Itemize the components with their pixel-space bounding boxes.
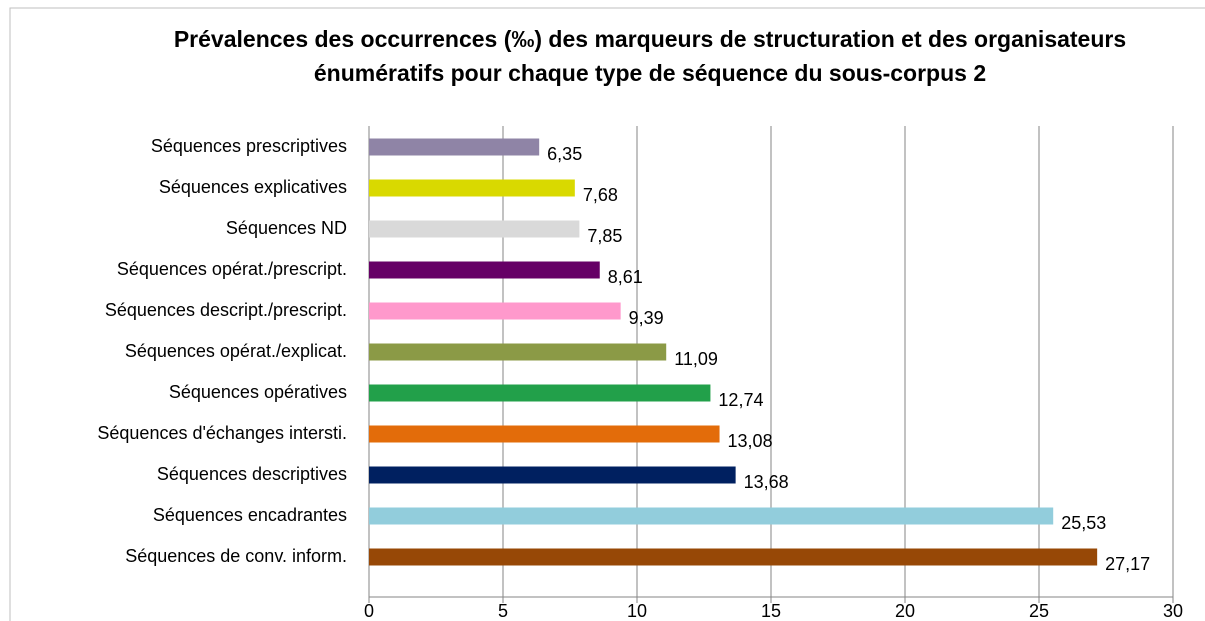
bar	[369, 343, 667, 361]
y-tick-label: Séquences opérat./prescript.	[117, 259, 347, 279]
bar	[369, 179, 575, 197]
x-tick-label: 5	[498, 601, 508, 621]
value-label: 25,53	[1061, 513, 1106, 533]
bar	[369, 261, 600, 279]
y-tick-label: Séquences opératives	[169, 382, 347, 402]
x-tick-label: 20	[895, 601, 915, 621]
value-label: 27,17	[1105, 554, 1150, 574]
y-tick-label: Séquences descriptives	[157, 464, 347, 484]
x-tick-label: 0	[364, 601, 374, 621]
y-tick-label: Séquences encadrantes	[153, 505, 347, 525]
bar	[369, 302, 621, 320]
chart-title: Prévalences des occurrences (‰) des marq…	[173, 26, 1127, 86]
y-tick-label: Séquences explicatives	[159, 177, 347, 197]
value-label: 7,68	[583, 185, 618, 205]
y-tick-label: Séquences ND	[226, 218, 347, 238]
value-label: 13,68	[744, 472, 789, 492]
y-tick-label: Séquences prescriptives	[151, 136, 347, 156]
bar	[369, 466, 736, 484]
value-label: 12,74	[718, 390, 763, 410]
y-tick-label: Séquences de conv. inform.	[125, 546, 347, 566]
value-label: 7,85	[587, 226, 622, 246]
x-tick-label: 10	[627, 601, 647, 621]
value-label: 9,39	[629, 308, 664, 328]
bar	[369, 425, 720, 443]
y-tick-label: Séquences descript./prescript.	[105, 300, 347, 320]
y-tick-label: Séquences opérat./explicat.	[125, 341, 347, 361]
y-tick-label: Séquences d'échanges intersti.	[97, 423, 347, 443]
bar	[369, 507, 1054, 525]
value-label: 6,35	[547, 144, 582, 164]
bar	[369, 384, 711, 402]
value-label: 11,09	[674, 349, 718, 369]
value-label: 13,08	[728, 431, 773, 451]
bar	[369, 220, 580, 238]
bar	[369, 548, 1098, 566]
chart-border	[9, 7, 1205, 621]
x-tick-label: 15	[761, 601, 781, 621]
x-tick-label: 25	[1029, 601, 1049, 621]
value-label: 8,61	[608, 267, 643, 287]
bar	[369, 138, 540, 156]
x-tick-label: 30	[1163, 601, 1183, 621]
